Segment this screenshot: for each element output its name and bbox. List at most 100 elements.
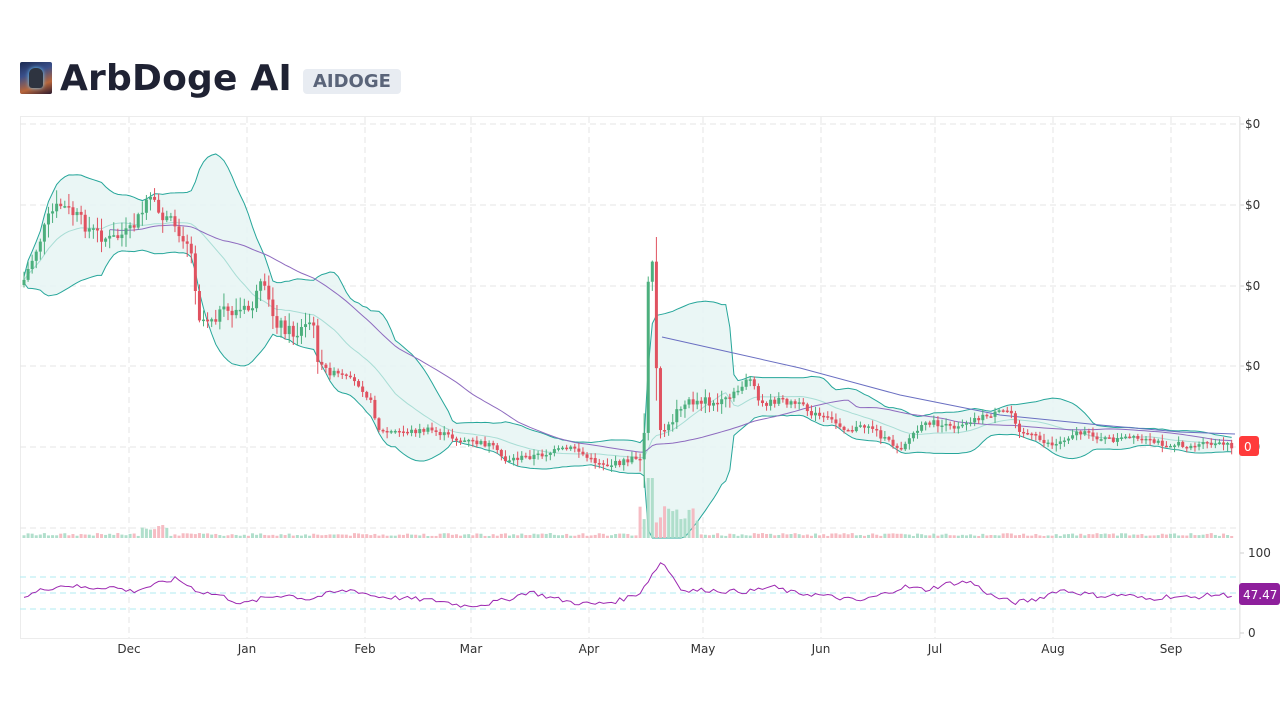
- candle-body: [1103, 437, 1107, 440]
- volume-bar: [1160, 533, 1164, 538]
- volume-bar: [185, 533, 189, 538]
- candle-body: [846, 429, 850, 432]
- candle-body: [814, 412, 818, 416]
- volume-bar: [1079, 533, 1083, 538]
- candle-body: [964, 423, 968, 425]
- volume-bar: [1128, 535, 1132, 538]
- candle-body: [503, 456, 507, 462]
- candle-body: [614, 460, 618, 466]
- candle-body: [777, 397, 781, 404]
- volume-bar: [756, 533, 760, 538]
- volume-bar: [442, 533, 446, 538]
- volume-bar: [1197, 535, 1201, 538]
- candle-body: [1120, 437, 1124, 439]
- candle-body: [928, 422, 932, 425]
- volume-bar: [434, 535, 438, 538]
- volume-bar: [157, 526, 161, 538]
- volume-bar: [487, 535, 491, 538]
- volume-bar: [642, 519, 646, 538]
- volume-bar: [71, 534, 75, 538]
- rsi-axis-label: 0: [1248, 626, 1256, 640]
- volume-bar: [952, 535, 956, 538]
- volume-bar: [883, 533, 887, 538]
- volume-bar: [1009, 533, 1013, 538]
- candle-body: [805, 404, 809, 412]
- candle-body: [120, 234, 124, 239]
- volume-bar: [291, 535, 295, 538]
- bollinger-upper: [23, 153, 1232, 444]
- volume-bar: [752, 533, 756, 538]
- candle-body: [687, 399, 691, 405]
- candle-body: [475, 440, 479, 445]
- volume-bar: [565, 533, 569, 538]
- volume-bar: [1136, 534, 1140, 538]
- candle-body: [91, 228, 95, 230]
- candle-body: [887, 437, 891, 440]
- volume-bar: [1111, 533, 1115, 538]
- candle-body: [744, 379, 748, 387]
- volume-bar: [1087, 534, 1091, 538]
- volume-bar: [838, 534, 842, 538]
- candle-body: [899, 447, 903, 450]
- candle-body: [512, 457, 516, 461]
- candle-body: [936, 420, 940, 427]
- volume-bar: [801, 535, 805, 538]
- volume-bar: [732, 534, 736, 538]
- volume-bar: [463, 534, 467, 538]
- candle-body: [450, 434, 454, 439]
- volume-bar: [736, 535, 740, 538]
- candle-body: [610, 465, 614, 467]
- candle-body: [499, 449, 503, 457]
- volume-bar: [520, 533, 524, 538]
- volume-bar: [581, 533, 585, 538]
- candle-body: [556, 448, 560, 450]
- candle-body: [1181, 441, 1185, 447]
- volume-bar: [181, 533, 185, 538]
- volume-bar: [932, 533, 936, 538]
- volume-bar: [834, 533, 838, 538]
- volume-bar: [920, 534, 924, 538]
- candle-body: [944, 423, 948, 426]
- volume-bar: [854, 535, 858, 538]
- volume-bar: [699, 534, 703, 538]
- candle-body: [818, 412, 822, 416]
- candle-body: [920, 425, 924, 431]
- volume-bar: [850, 533, 854, 538]
- candle-body: [1083, 431, 1087, 435]
- volume-bar: [818, 535, 822, 538]
- volume-bar: [867, 534, 871, 538]
- candle-body: [1005, 410, 1009, 413]
- volume-bar: [977, 535, 981, 538]
- candle-body: [985, 414, 989, 417]
- candle-body: [116, 235, 120, 239]
- candle-body: [357, 381, 361, 387]
- volume-bar: [707, 535, 711, 538]
- candle-body: [907, 438, 911, 444]
- volume-bar: [397, 534, 401, 538]
- candle-body: [1136, 435, 1140, 439]
- volume-bar: [95, 533, 99, 538]
- candle-body: [552, 449, 556, 453]
- candle-body: [630, 456, 634, 463]
- volume-bar: [846, 534, 850, 538]
- volume-bar: [1173, 533, 1177, 538]
- volume-bar: [667, 508, 671, 538]
- volume-bar: [1230, 535, 1234, 538]
- volume-bar: [1222, 533, 1226, 538]
- candle-body: [626, 459, 630, 463]
- volume-bar: [858, 534, 862, 538]
- candle-body: [344, 374, 348, 376]
- candle-body: [536, 453, 540, 456]
- volume-bar: [491, 534, 495, 538]
- candle-body: [385, 430, 389, 433]
- volume-bar: [336, 534, 340, 538]
- candle-body: [234, 309, 238, 316]
- candle-body: [136, 214, 140, 228]
- volume-bar: [189, 533, 193, 538]
- candle-body: [671, 422, 675, 425]
- candle-body: [508, 460, 512, 462]
- candle-body: [454, 438, 458, 441]
- candle-body: [528, 456, 532, 460]
- candle-body: [487, 442, 491, 447]
